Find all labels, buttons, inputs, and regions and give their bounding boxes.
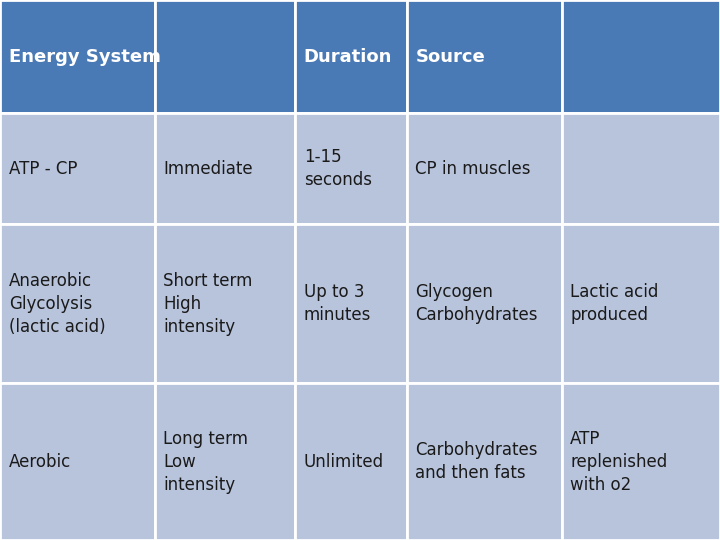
Text: ATP - CP: ATP - CP: [9, 160, 77, 178]
Bar: [155, 113, 295, 224]
Bar: [0, 0, 155, 113]
Bar: [295, 224, 407, 383]
Bar: [0, 113, 155, 224]
Bar: [295, 0, 407, 113]
Bar: [562, 113, 720, 224]
Bar: [0, 383, 155, 540]
Text: 1-15
seconds: 1-15 seconds: [304, 148, 372, 189]
Text: Source: Source: [415, 48, 485, 66]
Bar: [407, 383, 562, 540]
Text: ATP
replenished
with o2: ATP replenished with o2: [570, 430, 667, 494]
Text: CP in muscles: CP in muscles: [415, 160, 531, 178]
Bar: [155, 383, 295, 540]
Text: Long term
Low
intensity: Long term Low intensity: [163, 430, 248, 494]
Bar: [562, 0, 720, 113]
Bar: [407, 113, 562, 224]
Bar: [155, 224, 295, 383]
Bar: [0, 224, 155, 383]
Bar: [295, 113, 407, 224]
Text: Glycogen
Carbohydrates: Glycogen Carbohydrates: [415, 284, 538, 324]
Text: Short term
High
intensity: Short term High intensity: [163, 272, 253, 336]
Text: Up to 3
minutes: Up to 3 minutes: [304, 284, 372, 324]
Text: Duration: Duration: [304, 48, 392, 66]
Bar: [155, 0, 295, 113]
Text: Energy System: Energy System: [9, 48, 161, 66]
Text: Carbohydrates
and then fats: Carbohydrates and then fats: [415, 441, 538, 482]
Bar: [407, 0, 562, 113]
Bar: [295, 383, 407, 540]
Text: Anaerobic
Glycolysis
(lactic acid): Anaerobic Glycolysis (lactic acid): [9, 272, 105, 336]
Text: Lactic acid
produced: Lactic acid produced: [570, 284, 659, 324]
Bar: [562, 383, 720, 540]
Text: Aerobic: Aerobic: [9, 453, 71, 471]
Bar: [562, 224, 720, 383]
Bar: [407, 224, 562, 383]
Text: Unlimited: Unlimited: [304, 453, 384, 471]
Text: Immediate: Immediate: [163, 160, 253, 178]
